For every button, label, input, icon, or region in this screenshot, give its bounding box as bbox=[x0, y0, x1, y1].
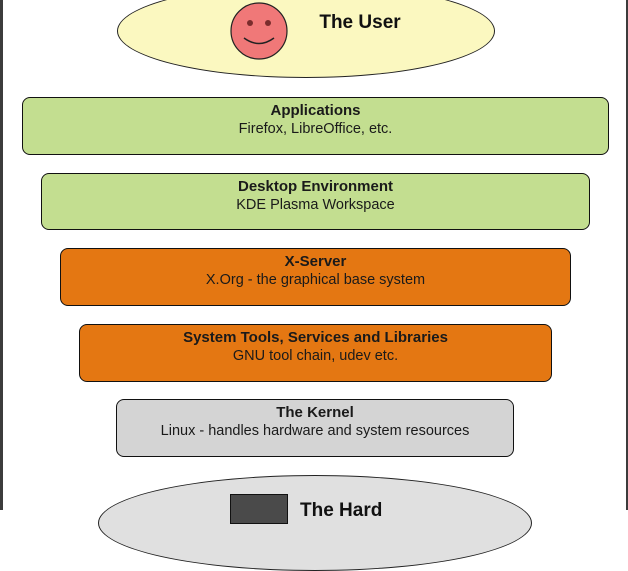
hardware-ellipse bbox=[98, 475, 532, 571]
layer-subtitle: GNU tool chain, udev etc. bbox=[232, 348, 399, 364]
layer-x-server: X-Server X.Org - the graphical base syst… bbox=[60, 248, 571, 306]
layer-system-tools: System Tools, Services and Libraries GNU… bbox=[79, 324, 552, 382]
left-frame-border bbox=[0, 0, 3, 510]
layer-title: X-Server bbox=[284, 253, 347, 270]
smiley-face-icon bbox=[230, 2, 288, 60]
layer-desktop-environment: Desktop Environment KDE Plasma Workspace bbox=[41, 173, 590, 230]
user-ellipse bbox=[117, 0, 495, 78]
layer-title: System Tools, Services and Libraries bbox=[183, 329, 448, 346]
layer-subtitle: Firefox, LibreOffice, etc. bbox=[238, 121, 393, 137]
computer-icon bbox=[230, 494, 288, 524]
layer-applications: Applications Firefox, LibreOffice, etc. bbox=[22, 97, 609, 155]
right-frame-border bbox=[626, 0, 628, 510]
layer-kernel: The Kernel Linux - handles hardware and … bbox=[116, 399, 514, 457]
layer-title: The Kernel bbox=[276, 404, 354, 421]
layer-title: Desktop Environment bbox=[237, 178, 394, 195]
layer-title: Applications bbox=[270, 102, 361, 119]
user-title: The User bbox=[319, 12, 401, 33]
layer-subtitle: Linux - handles hardware and system reso… bbox=[160, 423, 470, 439]
layer-subtitle: KDE Plasma Workspace bbox=[236, 197, 395, 213]
layer-subtitle: X.Org - the graphical base system bbox=[205, 272, 426, 288]
hardware-title: The Hard bbox=[300, 500, 383, 521]
